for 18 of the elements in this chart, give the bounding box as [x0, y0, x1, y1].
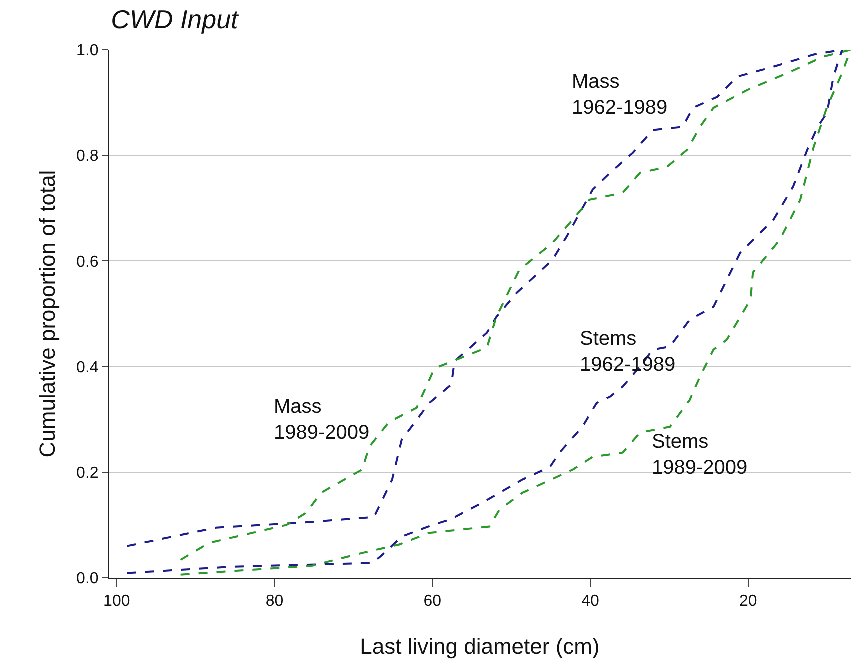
series-label: Stems 1962-1989 — [580, 328, 676, 376]
x-tick-label: 60 — [424, 593, 442, 610]
y-tick-label: 0.0 — [76, 570, 99, 588]
y-axis-title: Cumulative proportion of total — [35, 170, 60, 458]
y-tick-label: 0.8 — [76, 148, 99, 166]
series-label: Mass 1989-2009 — [274, 396, 370, 444]
chart-title: CWD Input — [111, 4, 240, 34]
x-tick-label: 40 — [582, 593, 600, 610]
y-tick-label: 0.2 — [76, 465, 99, 482]
x-tick-label: 100 — [104, 593, 130, 610]
y-tick-label: 0.4 — [76, 359, 99, 376]
x-tick-label: 80 — [266, 593, 284, 610]
y-tick-label: 0.6 — [76, 254, 99, 271]
x-axis-title: Last living diameter (cm) — [360, 634, 600, 659]
series-label: Mass 1962-1989 — [572, 71, 668, 119]
y-tick-label: 1.0 — [76, 42, 99, 60]
x-tick-label: 20 — [739, 593, 758, 610]
series-label: Stems 1989-2009 — [652, 431, 748, 479]
